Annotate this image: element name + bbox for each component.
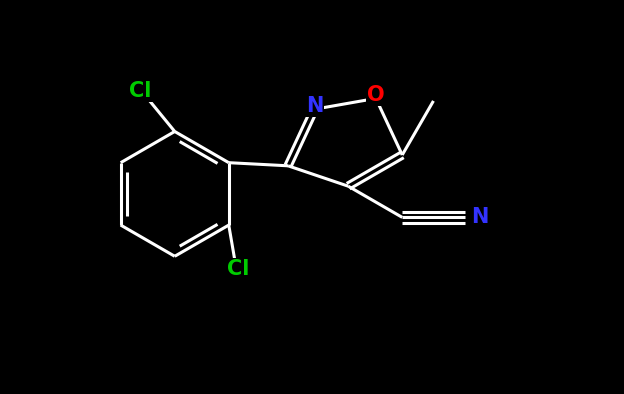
Text: Cl: Cl xyxy=(227,259,250,279)
Text: N: N xyxy=(306,96,323,116)
Text: N: N xyxy=(472,207,489,227)
Text: O: O xyxy=(367,85,384,105)
Text: Cl: Cl xyxy=(129,81,152,101)
